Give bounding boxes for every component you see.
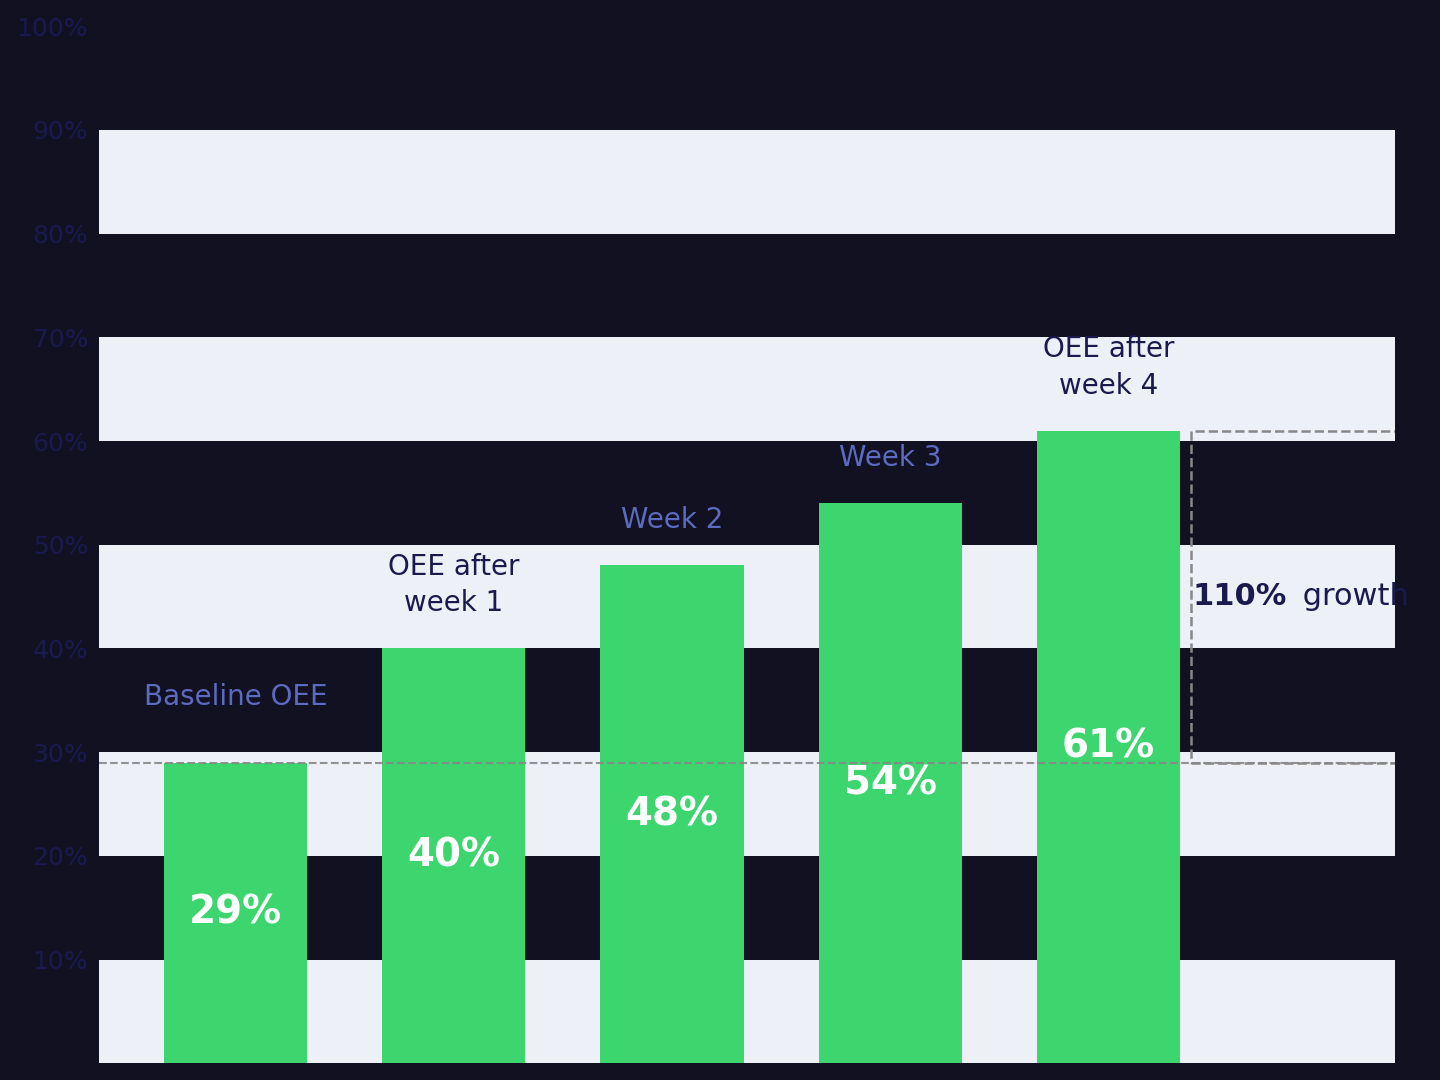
Text: 54%: 54% xyxy=(844,765,937,802)
Text: OEE after
week 1: OEE after week 1 xyxy=(387,553,520,618)
Text: 61%: 61% xyxy=(1061,728,1155,766)
Bar xyxy=(164,762,307,1064)
Bar xyxy=(99,130,1395,233)
Text: Baseline OEE: Baseline OEE xyxy=(144,683,327,711)
Text: 40%: 40% xyxy=(408,837,500,875)
Bar xyxy=(382,648,526,1064)
Text: Week 3: Week 3 xyxy=(840,444,942,472)
Bar xyxy=(99,960,1395,1064)
Bar xyxy=(99,752,1395,855)
Bar xyxy=(600,566,743,1064)
Bar xyxy=(99,337,1395,441)
Text: 48%: 48% xyxy=(625,795,719,834)
Bar xyxy=(819,503,962,1064)
Text: Week 2: Week 2 xyxy=(621,507,723,535)
Text: growth: growth xyxy=(1293,582,1410,611)
Text: 110%: 110% xyxy=(1192,582,1286,611)
Text: OEE after
week 4: OEE after week 4 xyxy=(1043,335,1174,400)
Text: 29%: 29% xyxy=(189,894,282,932)
Bar xyxy=(99,544,1395,648)
Bar xyxy=(1037,431,1181,1064)
